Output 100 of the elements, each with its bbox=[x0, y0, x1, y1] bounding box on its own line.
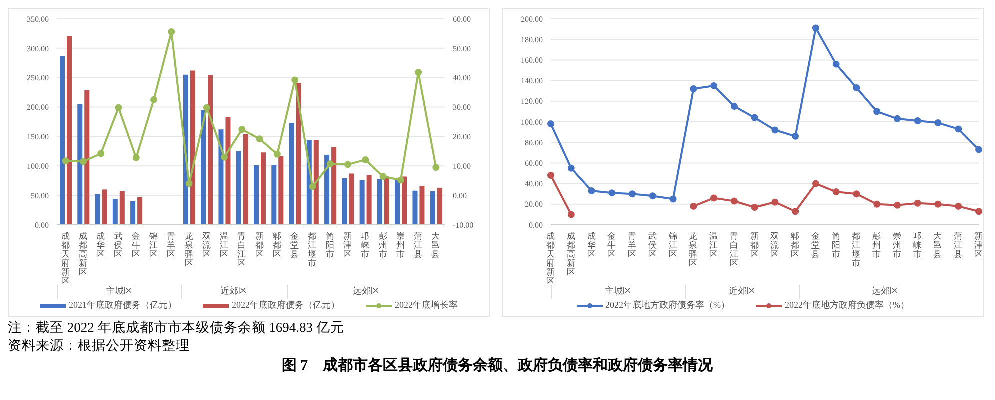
x-tick-label: 锦江区 bbox=[148, 231, 158, 259]
y2-tick-label: 10.00 bbox=[453, 162, 471, 171]
point bbox=[914, 117, 922, 124]
x-tick-label: 简阳市 bbox=[832, 231, 841, 259]
y-tick-label: 200.00 bbox=[521, 14, 543, 24]
x-tick-label: 青白江区 bbox=[238, 231, 247, 268]
point bbox=[415, 69, 422, 76]
point bbox=[874, 108, 881, 116]
x-tick-label: 邛崃市 bbox=[361, 231, 370, 259]
x-tick-label: 龙泉驿区 bbox=[184, 231, 194, 268]
legend-label: 2022年底增长率 bbox=[394, 299, 458, 312]
point bbox=[132, 154, 140, 162]
point bbox=[568, 211, 575, 218]
caption: 图 7 成都市各区县政府债务余额、政府负债率和政府债务率情况 bbox=[280, 357, 714, 375]
x-tick-label: 青羊区 bbox=[628, 231, 638, 259]
bar bbox=[384, 176, 390, 225]
x-tick-label: 成都高新区 bbox=[566, 231, 576, 277]
point bbox=[934, 200, 942, 208]
point bbox=[256, 136, 264, 143]
point bbox=[238, 126, 246, 134]
x-tick-label: 龙泉驿区 bbox=[689, 231, 698, 268]
bar bbox=[420, 186, 425, 225]
point bbox=[608, 190, 616, 197]
y2-tick-label: 50.00 bbox=[453, 44, 471, 54]
bar bbox=[272, 166, 277, 225]
y-tick-label: 0.00 bbox=[529, 220, 543, 230]
y2-tick-label: 20.00 bbox=[453, 132, 471, 142]
x-tick-label: 双流区 bbox=[770, 231, 780, 259]
text: 远郊区 bbox=[286, 285, 445, 299]
x-tick-label: 彭州市 bbox=[872, 231, 882, 259]
point bbox=[309, 183, 316, 190]
bar bbox=[261, 152, 266, 225]
x-tick-label: 崇州市 bbox=[892, 231, 902, 259]
legend-label: 2021年底政府债务（亿元） bbox=[68, 299, 177, 312]
point bbox=[832, 60, 840, 68]
point bbox=[150, 96, 158, 104]
x-tick-label: 温江区 bbox=[710, 231, 719, 259]
point bbox=[792, 132, 800, 140]
text: 注：截至 2022 年底成都市市本级债务余额 1694.83 亿元 bbox=[8, 319, 346, 337]
y2-tick-label: 30.00 bbox=[453, 103, 471, 112]
bar bbox=[138, 197, 143, 225]
point bbox=[168, 28, 176, 36]
point bbox=[832, 188, 840, 196]
point bbox=[934, 120, 942, 127]
point bbox=[710, 194, 718, 202]
x-tick-label: 彭州市 bbox=[378, 231, 388, 259]
point bbox=[792, 208, 800, 216]
bar bbox=[95, 194, 100, 225]
x-tick-label: 双流区 bbox=[202, 231, 212, 259]
point bbox=[730, 103, 738, 110]
x-tick-label: 简阳市 bbox=[326, 231, 335, 259]
point bbox=[548, 172, 554, 180]
legend-label: 2022年底地方政府负债率（%） bbox=[784, 299, 910, 312]
x-tick-label: 都江堰市 bbox=[307, 231, 318, 268]
x-tick-label: 郫都区 bbox=[272, 231, 282, 259]
point bbox=[955, 202, 962, 210]
point bbox=[649, 192, 656, 200]
x-tick-label: 金堂县 bbox=[290, 231, 300, 259]
point bbox=[710, 82, 718, 90]
y-tick-label: 120.00 bbox=[521, 97, 543, 106]
point bbox=[292, 76, 299, 84]
x-tick-label: 邛崃市 bbox=[913, 231, 922, 259]
text: 主城区 bbox=[551, 285, 685, 299]
legend-label: 2022年底政府债务（亿元） bbox=[231, 299, 340, 312]
point bbox=[812, 180, 820, 188]
point bbox=[397, 176, 404, 184]
point bbox=[326, 160, 334, 168]
bar bbox=[67, 36, 72, 225]
point bbox=[98, 150, 105, 158]
point bbox=[976, 208, 982, 216]
point bbox=[362, 156, 370, 164]
point bbox=[62, 158, 70, 165]
point bbox=[976, 146, 982, 154]
text: 远郊区 bbox=[799, 285, 972, 299]
bar bbox=[366, 174, 372, 225]
point bbox=[588, 188, 596, 195]
point bbox=[670, 196, 677, 203]
point bbox=[203, 104, 210, 112]
bar bbox=[360, 180, 365, 225]
y2-tick-label: -10.00 bbox=[453, 220, 474, 230]
point bbox=[894, 202, 901, 209]
point bbox=[751, 114, 758, 122]
point bbox=[853, 84, 860, 92]
x-tick-label: 大邑县 bbox=[934, 231, 943, 259]
bar bbox=[201, 110, 206, 225]
bar bbox=[254, 166, 259, 225]
bar bbox=[226, 117, 231, 225]
x-tick-label: 武侯区 bbox=[648, 231, 658, 259]
bar bbox=[377, 179, 382, 225]
y-tick-label: 80.00 bbox=[525, 138, 543, 148]
y-tick-label: 100.00 bbox=[27, 162, 49, 171]
y-tick-label: 300.00 bbox=[27, 44, 49, 54]
point bbox=[221, 154, 228, 161]
x-tick-label: 崇州市 bbox=[396, 231, 406, 259]
x-tick-label: 金牛区 bbox=[608, 231, 617, 259]
point bbox=[772, 126, 779, 134]
text: 资料来源：根据公开资料整理 bbox=[8, 337, 191, 355]
bar bbox=[78, 104, 83, 225]
bar bbox=[342, 178, 348, 225]
text: 主城区 bbox=[57, 285, 180, 299]
